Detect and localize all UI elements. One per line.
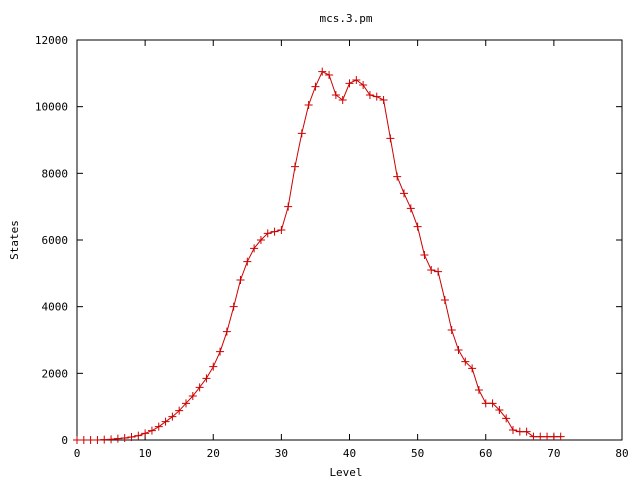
data-point bbox=[474, 386, 483, 394]
x-tick-label: 40 bbox=[343, 447, 356, 460]
data-point bbox=[100, 435, 109, 444]
data-point bbox=[154, 422, 163, 431]
data-point bbox=[304, 101, 313, 109]
data-point bbox=[481, 399, 490, 408]
data-point bbox=[318, 67, 327, 76]
data-point bbox=[134, 431, 143, 440]
data-point bbox=[447, 326, 456, 334]
y-tick-label: 12000 bbox=[35, 34, 68, 47]
data-point bbox=[216, 347, 225, 356]
data-point bbox=[556, 432, 565, 441]
data-point bbox=[175, 406, 184, 415]
data-point bbox=[256, 236, 265, 244]
data-point bbox=[393, 172, 402, 181]
data-point bbox=[529, 432, 538, 441]
data-point bbox=[79, 436, 88, 444]
data-point bbox=[311, 82, 320, 91]
data-point bbox=[250, 244, 259, 253]
data-point bbox=[359, 81, 368, 89]
data-point bbox=[400, 189, 408, 198]
data-point bbox=[331, 91, 340, 99]
x-tick-label: 80 bbox=[615, 447, 628, 460]
y-axis: 0 2000 4000 6000 8000 10000 12000 bbox=[35, 34, 622, 447]
data-point bbox=[502, 414, 511, 423]
x-tick-label: 30 bbox=[275, 447, 288, 460]
data-point bbox=[495, 406, 504, 414]
data-point bbox=[427, 266, 436, 274]
data-point bbox=[434, 267, 443, 276]
series-states bbox=[73, 67, 565, 444]
y-tick-label: 0 bbox=[61, 434, 68, 447]
data-point bbox=[372, 92, 381, 101]
data-point bbox=[202, 374, 211, 383]
data-point bbox=[127, 433, 136, 441]
y-tick-label: 6000 bbox=[42, 234, 69, 247]
data-point bbox=[345, 79, 354, 88]
data-point bbox=[522, 427, 531, 436]
data-point bbox=[107, 435, 116, 444]
data-point bbox=[120, 434, 129, 442]
data-point bbox=[168, 412, 177, 421]
y-tick-label: 2000 bbox=[42, 367, 69, 380]
data-point bbox=[543, 432, 552, 441]
data-point bbox=[297, 129, 306, 138]
data-point bbox=[420, 251, 429, 259]
data-point bbox=[229, 302, 238, 311]
data-point bbox=[406, 204, 415, 213]
data-point bbox=[195, 383, 204, 392]
data-point bbox=[209, 362, 218, 371]
data-point bbox=[352, 76, 361, 84]
data-point bbox=[113, 434, 122, 443]
data-point bbox=[468, 364, 477, 373]
data-point bbox=[284, 202, 293, 211]
data-point bbox=[413, 222, 422, 231]
x-tick-label: 50 bbox=[411, 447, 424, 460]
data-point bbox=[277, 226, 286, 234]
data-point bbox=[236, 276, 245, 284]
series-line bbox=[77, 71, 561, 441]
x-tick-label: 60 bbox=[479, 447, 492, 460]
data-point bbox=[536, 432, 545, 441]
data-point bbox=[515, 427, 524, 436]
data-point bbox=[338, 96, 347, 104]
data-point bbox=[86, 436, 95, 444]
data-point bbox=[147, 426, 156, 435]
data-point bbox=[325, 71, 334, 79]
data-point bbox=[243, 257, 252, 266]
x-tick-label: 10 bbox=[139, 447, 152, 460]
data-point bbox=[488, 399, 497, 408]
data-point bbox=[509, 426, 517, 434]
data-point bbox=[188, 392, 197, 400]
data-point bbox=[141, 429, 150, 438]
x-axis: 0 10 20 30 40 50 60 70 80 bbox=[74, 40, 629, 460]
plot-area-frame bbox=[76, 39, 623, 441]
chart-title: mcs.3.pm bbox=[320, 12, 373, 25]
data-point bbox=[161, 417, 170, 426]
x-tick-label: 20 bbox=[207, 447, 220, 460]
data-point bbox=[365, 91, 374, 99]
data-point bbox=[291, 162, 299, 171]
y-tick-label: 10000 bbox=[35, 101, 68, 114]
data-point bbox=[93, 436, 102, 444]
data-point bbox=[73, 436, 81, 444]
data-point bbox=[440, 296, 449, 304]
data-point bbox=[182, 399, 190, 408]
x-tick-label: 70 bbox=[547, 447, 560, 460]
y-tick-label: 8000 bbox=[42, 167, 69, 180]
data-point bbox=[549, 432, 558, 441]
x-tick-label: 0 bbox=[74, 447, 81, 460]
data-point bbox=[222, 327, 231, 336]
data-point bbox=[386, 134, 395, 143]
y-axis-label: States bbox=[8, 220, 21, 260]
data-point bbox=[379, 96, 388, 104]
x-axis-label: Level bbox=[329, 466, 362, 479]
data-point bbox=[263, 229, 272, 238]
data-point bbox=[461, 357, 470, 366]
data-point bbox=[270, 227, 279, 236]
y-tick-label: 4000 bbox=[42, 301, 69, 314]
data-point bbox=[454, 346, 463, 354]
